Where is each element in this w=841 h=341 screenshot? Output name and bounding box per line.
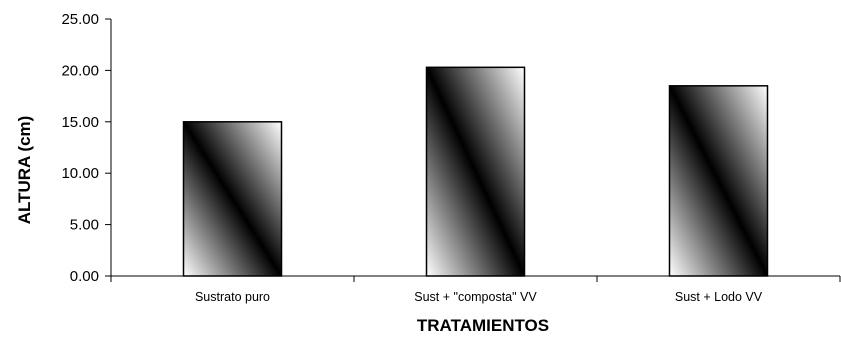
y-tick-label: 5.00	[70, 217, 99, 234]
y-tick-label: 20.00	[61, 62, 99, 79]
y-tick-label: 15.00	[61, 114, 99, 131]
bar	[182, 121, 283, 277]
bar	[425, 66, 526, 277]
x-category-label: Sust + "composta" VV	[414, 290, 537, 304]
y-tick-label: 10.00	[61, 165, 99, 182]
x-category-label: Sustrato puro	[195, 290, 270, 304]
y-tick-label: 0.00	[70, 268, 99, 285]
bar	[668, 85, 769, 277]
plot-area: 0.00 5.00 10.00 15.00 20.00 25.00 Sustrato pur…	[61, 11, 841, 304]
y-axis-title: ALTURA (cm)	[15, 116, 34, 225]
y-tick-label: 25.00	[61, 11, 99, 28]
x-category-label: Sust + Lodo VV	[675, 290, 763, 304]
x-axis-title: TRATAMIENTOS	[417, 316, 549, 335]
